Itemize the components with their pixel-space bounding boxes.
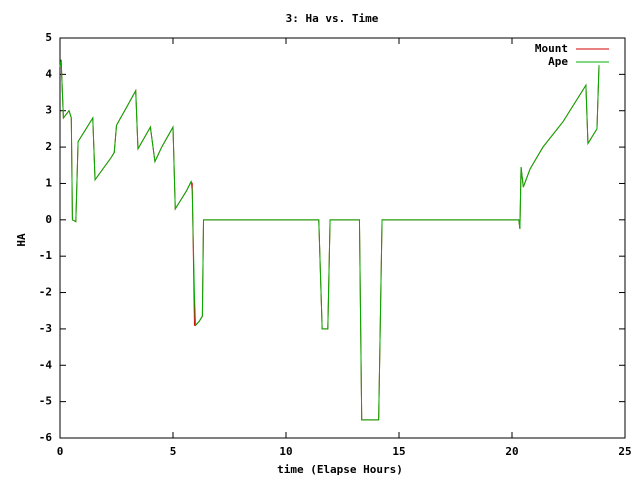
y-tick-label: -6 [39,431,53,444]
x-tick-label: 0 [57,445,64,458]
y-tick-label: -2 [39,286,52,299]
y-tick-label: 5 [45,31,52,44]
y-axis-label: HA [15,233,28,247]
chart-title: 3: Ha vs. Time [286,12,379,25]
x-tick-label: 15 [392,445,405,458]
x-tick-label: 20 [505,445,518,458]
x-axis-label: time (Elapse Hours) [277,463,403,476]
plot-frame [59,37,626,439]
y-tick-label: -5 [39,395,52,408]
series-line [59,59,600,421]
y-tick-label: 2 [45,140,52,153]
y-tick-label: 4 [45,67,52,80]
y-tick-label: -3 [39,322,52,335]
y-tick-label: 1 [45,176,52,189]
x-tick-label: 5 [170,445,177,458]
y-tick-label: 0 [45,213,52,226]
y-tick-label: 3 [45,104,52,117]
legend-label: Mount [535,42,568,55]
y-tick-label: -1 [39,249,53,262]
x-tick-label: 25 [618,445,631,458]
x-tick-label: 10 [279,445,292,458]
y-tick-label: -4 [39,358,53,371]
legend-label: Ape [548,55,568,68]
